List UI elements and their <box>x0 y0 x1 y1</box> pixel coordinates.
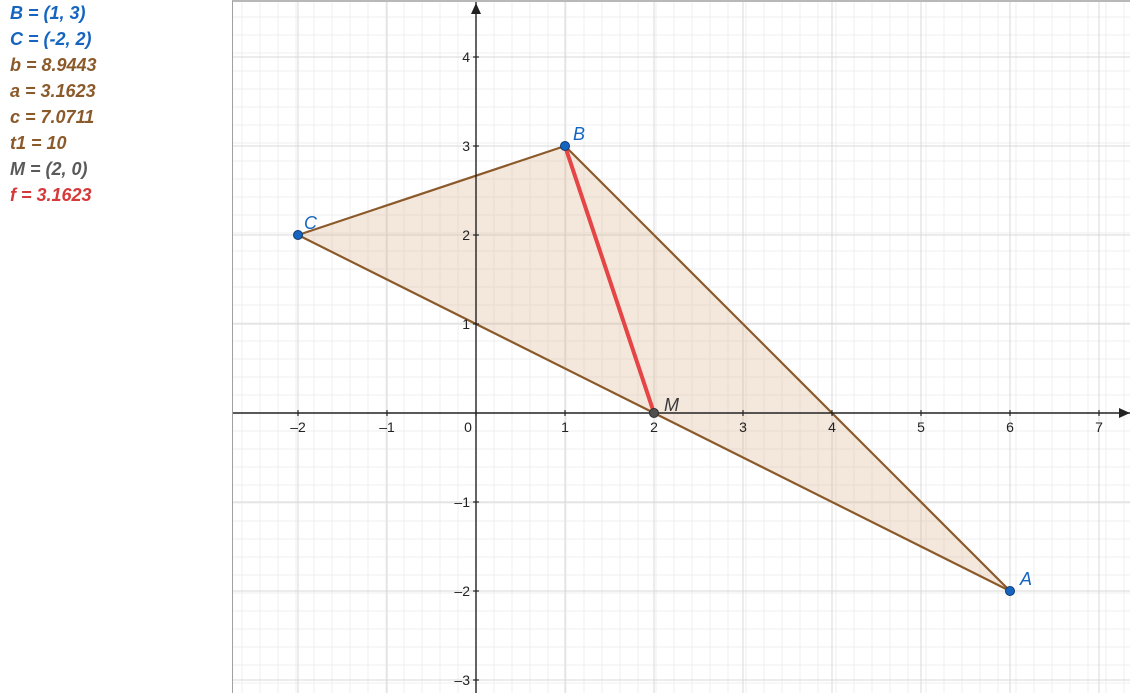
algebra-item-label: M <box>10 159 25 179</box>
equals-sign: = <box>23 3 44 23</box>
algebra-item-value: (1, 3) <box>44 3 86 23</box>
plot-svg <box>233 2 1130 693</box>
algebra-item-f[interactable]: f = 3.1623 <box>10 182 220 208</box>
algebra-item-b[interactable]: b = 8.9443 <box>10 52 220 78</box>
equals-sign: = <box>25 159 46 179</box>
graphics-view[interactable]: –2–101234567–3–2–11234ABCM <box>232 0 1130 693</box>
algebra-item-value: 3.1623 <box>37 185 92 205</box>
equals-sign: = <box>21 55 42 75</box>
algebra-item-value: (-2, 2) <box>44 29 92 49</box>
algebra-item-c[interactable]: c = 7.0711 <box>10 104 220 130</box>
algebra-item-label: c <box>10 107 20 127</box>
algebra-item-label: C <box>10 29 23 49</box>
point-B[interactable] <box>561 142 570 151</box>
algebra-item-label: B <box>10 3 23 23</box>
point-M[interactable] <box>650 409 659 418</box>
algebra-item-value: 7.0711 <box>41 107 95 127</box>
point-C[interactable] <box>294 231 303 240</box>
equals-sign: = <box>26 133 47 153</box>
algebra-item-value: (2, 0) <box>46 159 88 179</box>
algebra-item-label: a <box>10 81 20 101</box>
algebra-item-label: b <box>10 55 21 75</box>
algebra-item-B[interactable]: B = (1, 3) <box>10 0 220 26</box>
algebra-item-label: t1 <box>10 133 26 153</box>
algebra-item-value: 3.1623 <box>41 81 96 101</box>
equals-sign: = <box>23 29 44 49</box>
algebra-view: B = (1, 3)C = (-2, 2)b = 8.9443a = 3.162… <box>0 0 230 693</box>
algebra-item-C[interactable]: C = (-2, 2) <box>10 26 220 52</box>
algebra-item-t1[interactable]: t1 = 10 <box>10 130 220 156</box>
algebra-item-a[interactable]: a = 3.1623 <box>10 78 220 104</box>
point-A[interactable] <box>1006 587 1015 596</box>
equals-sign: = <box>20 107 41 127</box>
equals-sign: = <box>16 185 37 205</box>
algebra-item-value: 10 <box>47 133 67 153</box>
algebra-item-value: 8.9443 <box>42 55 97 75</box>
equals-sign: = <box>20 81 41 101</box>
algebra-item-M[interactable]: M = (2, 0) <box>10 156 220 182</box>
